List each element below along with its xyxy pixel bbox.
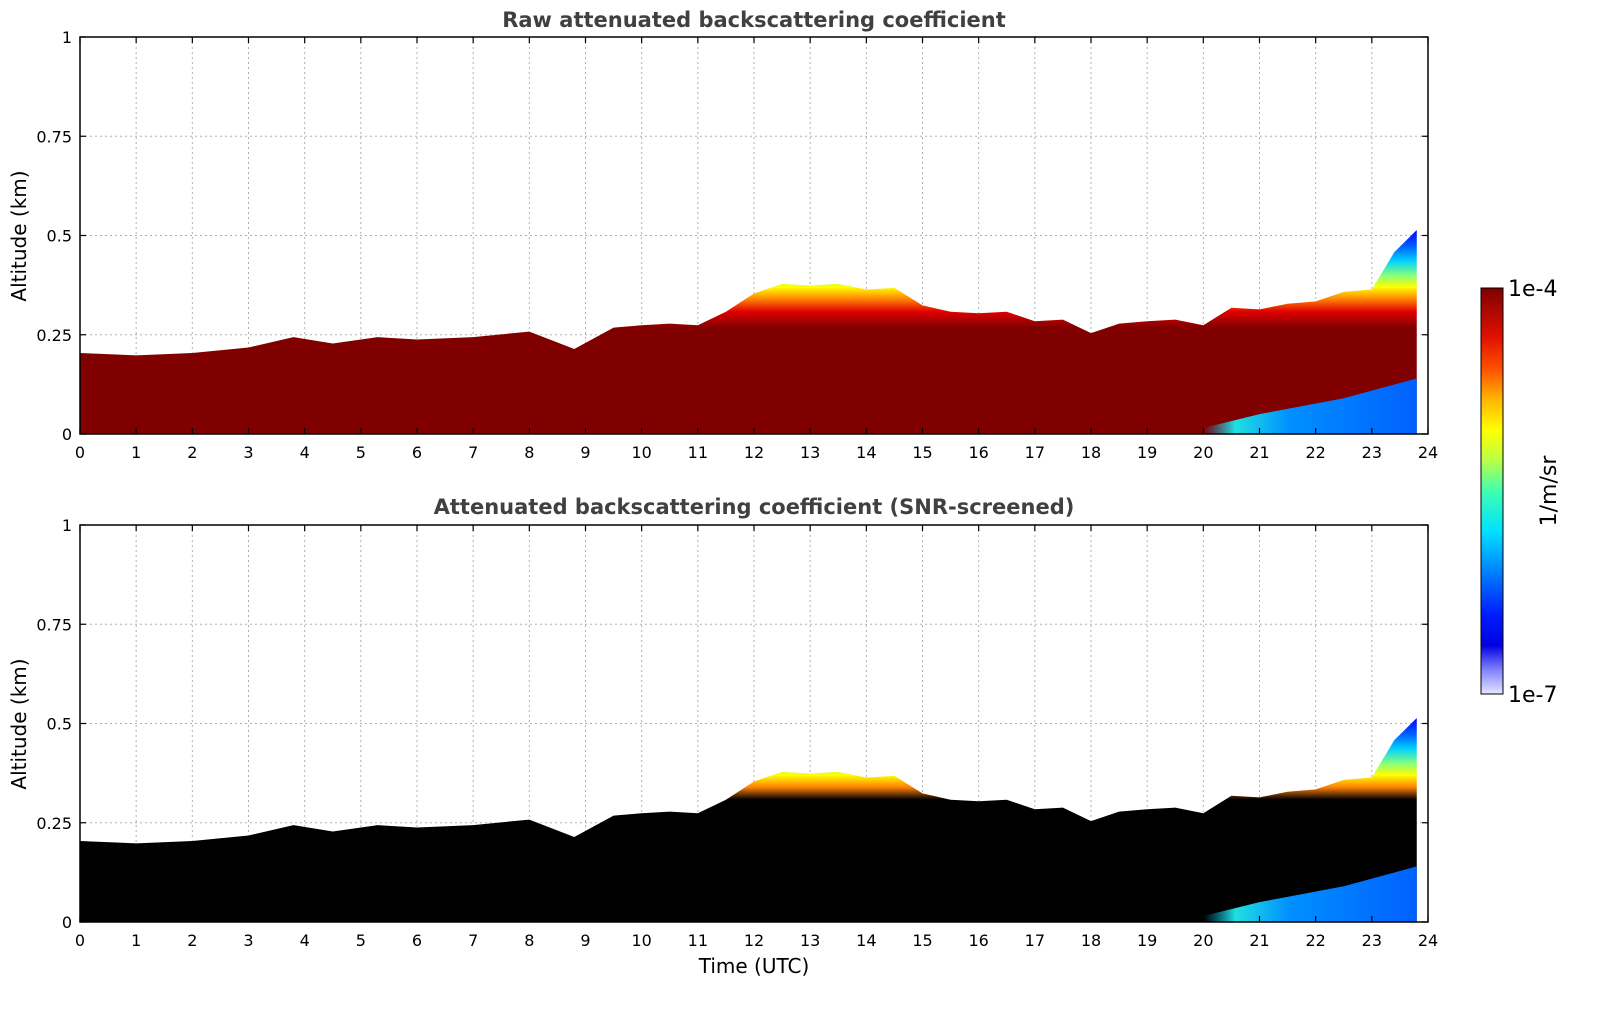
panel-raw: Raw attenuated backscattering coefficien… — [7, 8, 1438, 462]
x-tick-label: 6 — [412, 443, 422, 462]
panel-title: Attenuated backscattering coefficient (S… — [434, 495, 1075, 519]
y-tick-label: 0.75 — [36, 127, 72, 146]
heatmap-area — [80, 717, 1417, 922]
x-tick-label: 3 — [243, 443, 253, 462]
backscatter-layer — [80, 229, 1417, 434]
x-tick-label: 22 — [1305, 443, 1325, 462]
y-axis-label: Altitude (km) — [7, 170, 31, 301]
x-tick-label: 7 — [468, 443, 478, 462]
y-tick-label: 0 — [62, 913, 72, 932]
y-tick-label: 1 — [62, 28, 72, 47]
x-tick-label: 4 — [300, 931, 310, 950]
x-tick-label: 4 — [300, 443, 310, 462]
x-tick-label: 21 — [1249, 931, 1269, 950]
x-tick-label: 15 — [912, 931, 932, 950]
colorbar-gradient — [1480, 287, 1504, 695]
y-tick-label: 0.75 — [36, 615, 72, 634]
x-tick-label: 1 — [131, 443, 141, 462]
x-tick-label: 14 — [856, 931, 876, 950]
x-tick-label: 7 — [468, 931, 478, 950]
x-tick-label: 2 — [187, 931, 197, 950]
x-axis-label: Time (UTC) — [698, 954, 810, 978]
x-tick-label: 14 — [856, 443, 876, 462]
x-tick-label: 3 — [243, 931, 253, 950]
y-ticks: 0 0.25 0.5 0.75 1 — [36, 516, 1428, 932]
y-tick-label: 0.5 — [47, 227, 72, 246]
panel-screened: Attenuated backscattering coefficient (S… — [7, 495, 1438, 978]
x-tick-label: 24 — [1418, 443, 1438, 462]
x-tick-label: 12 — [744, 931, 764, 950]
colorbar-min-label: 1e-7 — [1508, 683, 1557, 708]
x-tick-label: 0 — [75, 443, 85, 462]
x-tick-label: 20 — [1193, 931, 1213, 950]
x-tick-label: 21 — [1249, 443, 1269, 462]
x-tick-label: 19 — [1137, 931, 1157, 950]
low-signal-region — [1203, 866, 1417, 922]
x-tick-label: 16 — [968, 443, 988, 462]
x-tick-label: 18 — [1081, 443, 1101, 462]
x-tick-label: 18 — [1081, 931, 1101, 950]
x-tick-label: 13 — [800, 443, 820, 462]
x-tick-label: 9 — [580, 931, 590, 950]
x-tick-label: 20 — [1193, 443, 1213, 462]
y-tick-label: 0.5 — [47, 715, 72, 734]
y-ticks: 0 0.25 0.5 0.75 1 — [36, 28, 1428, 444]
x-tick-label: 10 — [631, 443, 651, 462]
y-axis-label: Altitude (km) — [7, 658, 31, 789]
x-tick-label: 6 — [412, 931, 422, 950]
x-tick-label: 5 — [356, 931, 366, 950]
x-tick-label: 24 — [1418, 931, 1438, 950]
panel-title: Raw attenuated backscattering coefficien… — [502, 8, 1006, 32]
x-tick-label: 11 — [688, 931, 708, 950]
x-tick-label: 10 — [631, 931, 651, 950]
x-tick-label: 9 — [580, 443, 590, 462]
x-ticks: 0 1 2 3 4 5 6 7 8 9 10 11 12 13 14 15 16 17 18 19 20 21 22 23 24 — [75, 525, 1438, 950]
heatmap-area — [80, 229, 1417, 434]
y-tick-label: 1 — [62, 516, 72, 535]
x-tick-label: 8 — [524, 931, 534, 950]
x-tick-label: 11 — [688, 443, 708, 462]
x-tick-label: 8 — [524, 443, 534, 462]
x-tick-label: 13 — [800, 931, 820, 950]
x-tick-label: 22 — [1305, 931, 1325, 950]
x-tick-label: 17 — [1025, 443, 1045, 462]
x-tick-label: 0 — [75, 931, 85, 950]
y-tick-label: 0.25 — [36, 326, 72, 345]
y-tick-label: 0.25 — [36, 814, 72, 833]
x-tick-label: 1 — [131, 931, 141, 950]
x-tick-label: 19 — [1137, 443, 1157, 462]
colorbar: 1e-4 1e-7 1/m/sr — [1480, 277, 1562, 708]
x-tick-label: 2 — [187, 443, 197, 462]
low-signal-region — [1203, 378, 1417, 434]
colorbar-unit-label: 1/m/sr — [1537, 455, 1562, 527]
x-ticks: 0 1 2 3 4 5 6 7 8 9 10 11 12 13 14 15 16 17 18 19 20 21 22 23 24 — [75, 37, 1438, 462]
colorbar-max-label: 1e-4 — [1508, 277, 1557, 302]
y-tick-label: 0 — [62, 425, 72, 444]
x-tick-label: 16 — [968, 931, 988, 950]
x-tick-label: 5 — [356, 443, 366, 462]
x-tick-label: 23 — [1362, 443, 1382, 462]
x-tick-label: 23 — [1362, 931, 1382, 950]
x-tick-label: 17 — [1025, 931, 1045, 950]
x-tick-label: 12 — [744, 443, 764, 462]
x-tick-label: 15 — [912, 443, 932, 462]
backscatter-layer — [80, 717, 1417, 922]
